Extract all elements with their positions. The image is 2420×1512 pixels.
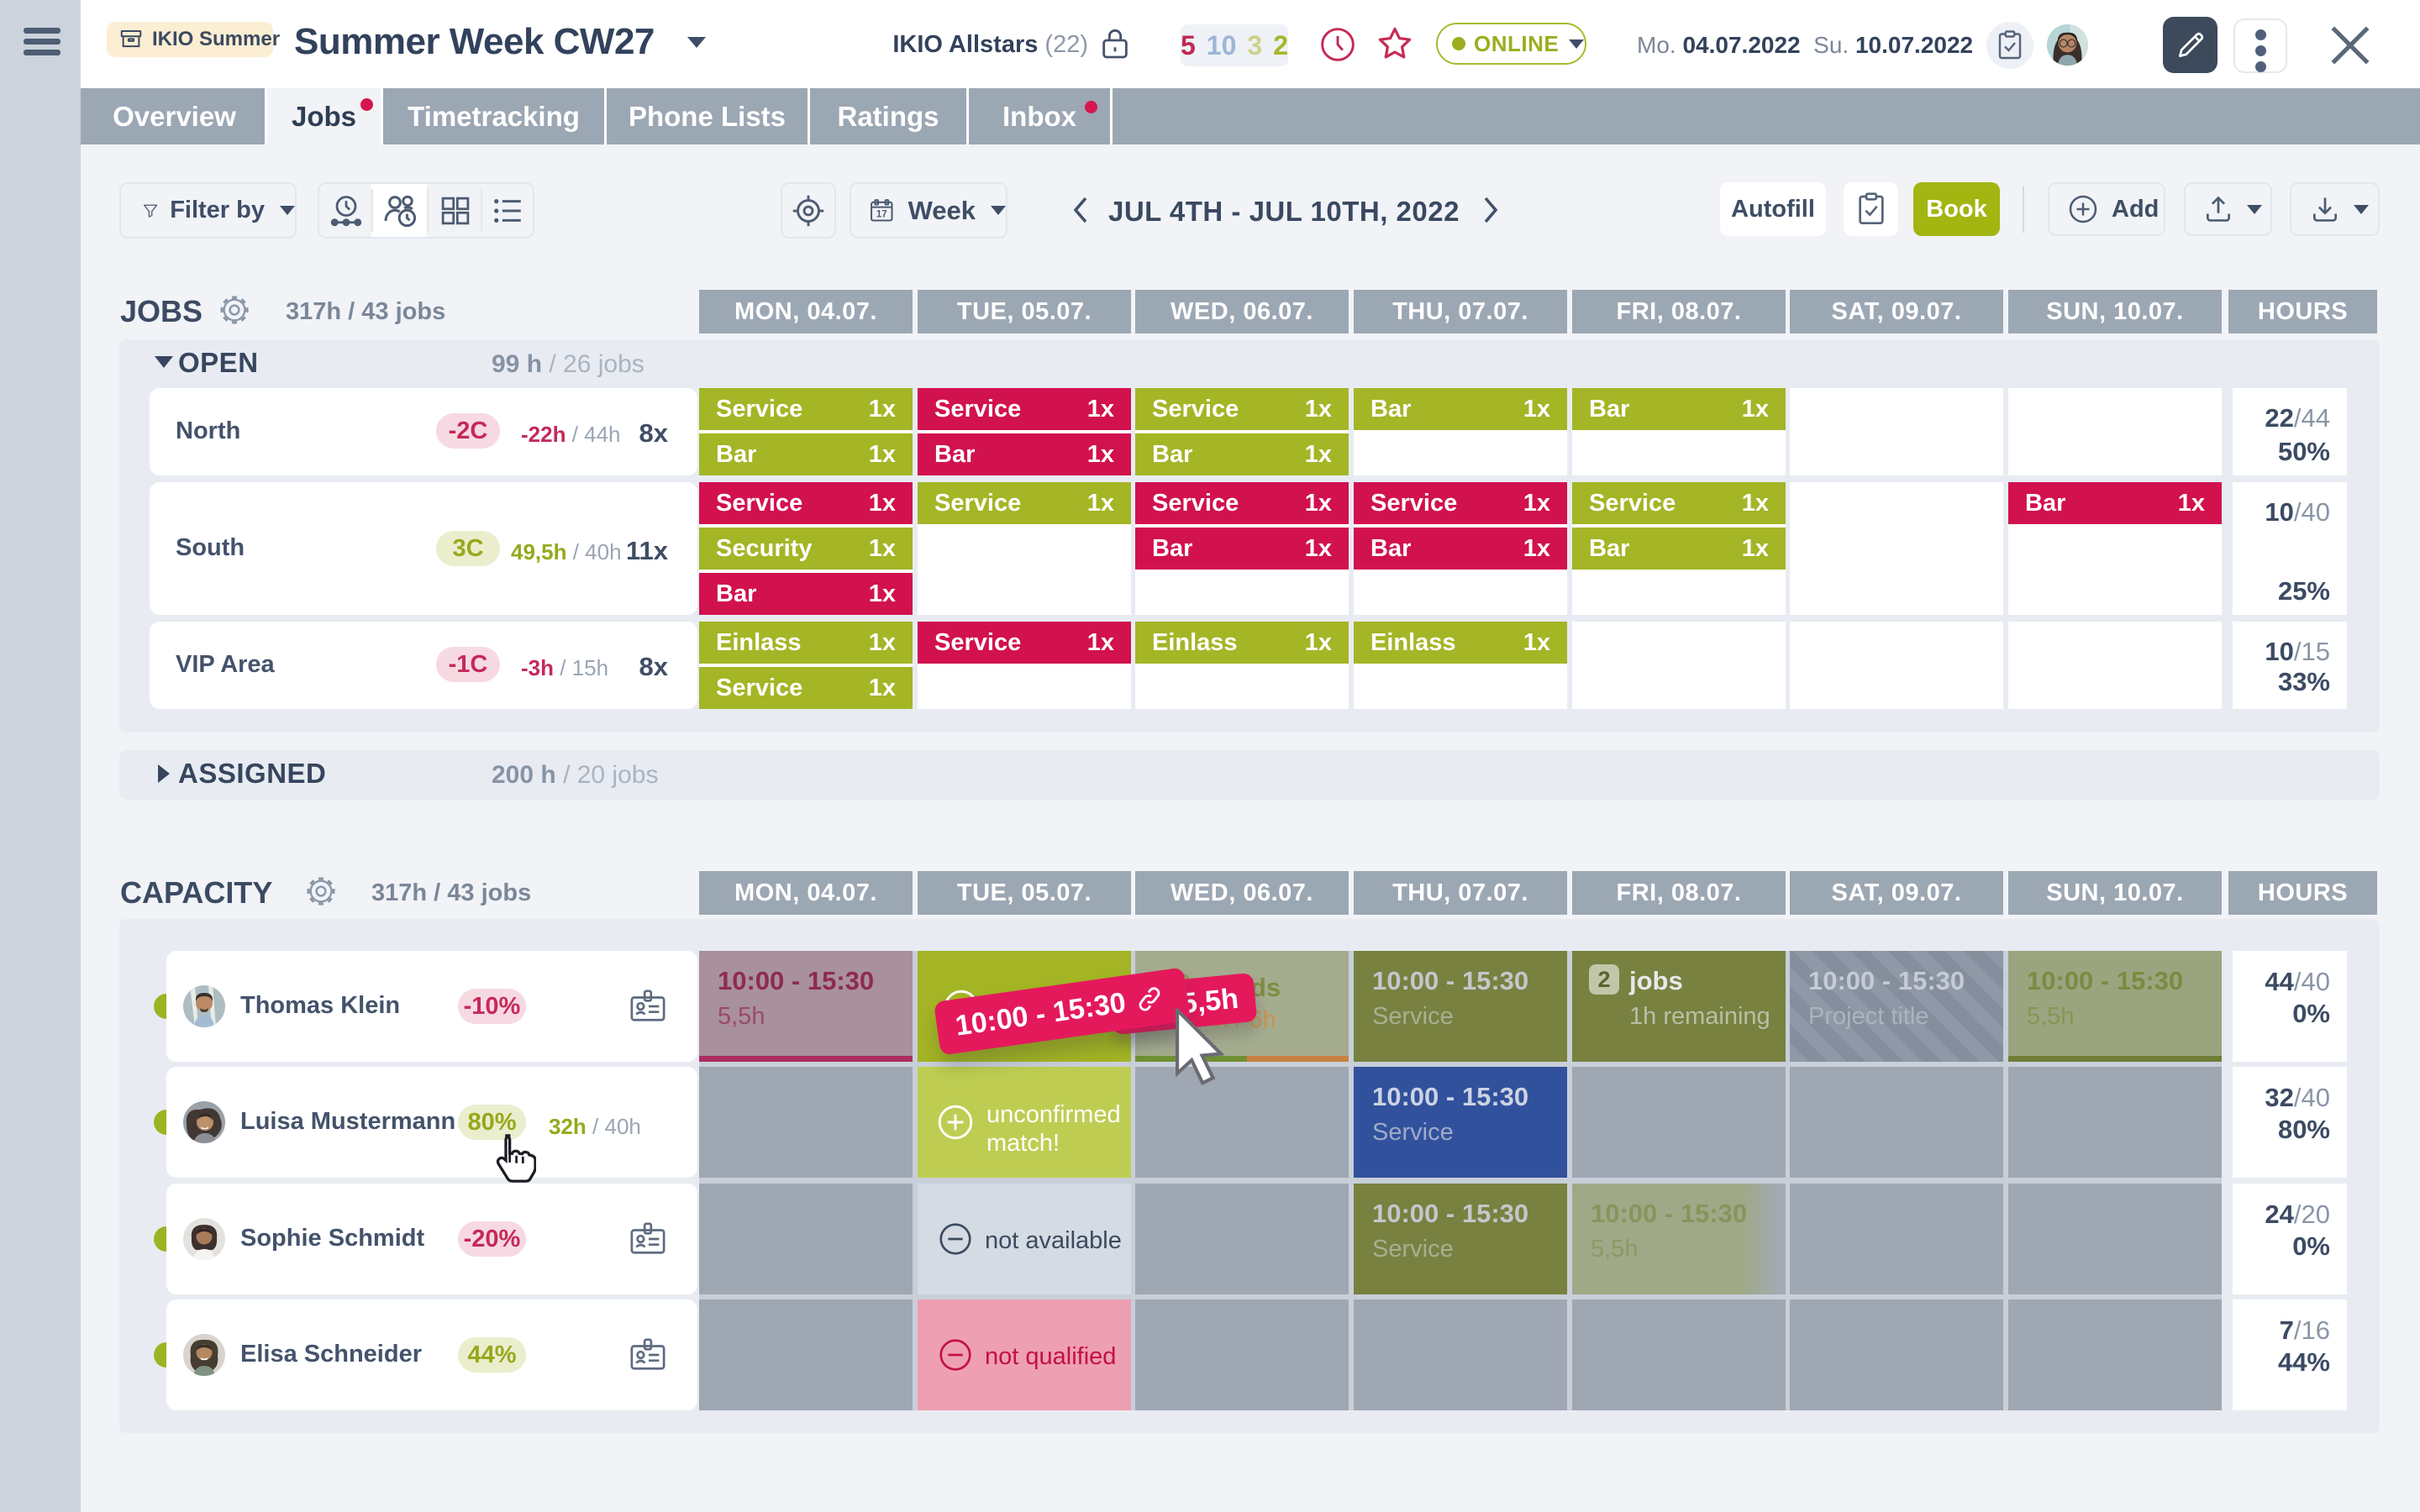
svg-text:17: 17	[876, 209, 887, 219]
